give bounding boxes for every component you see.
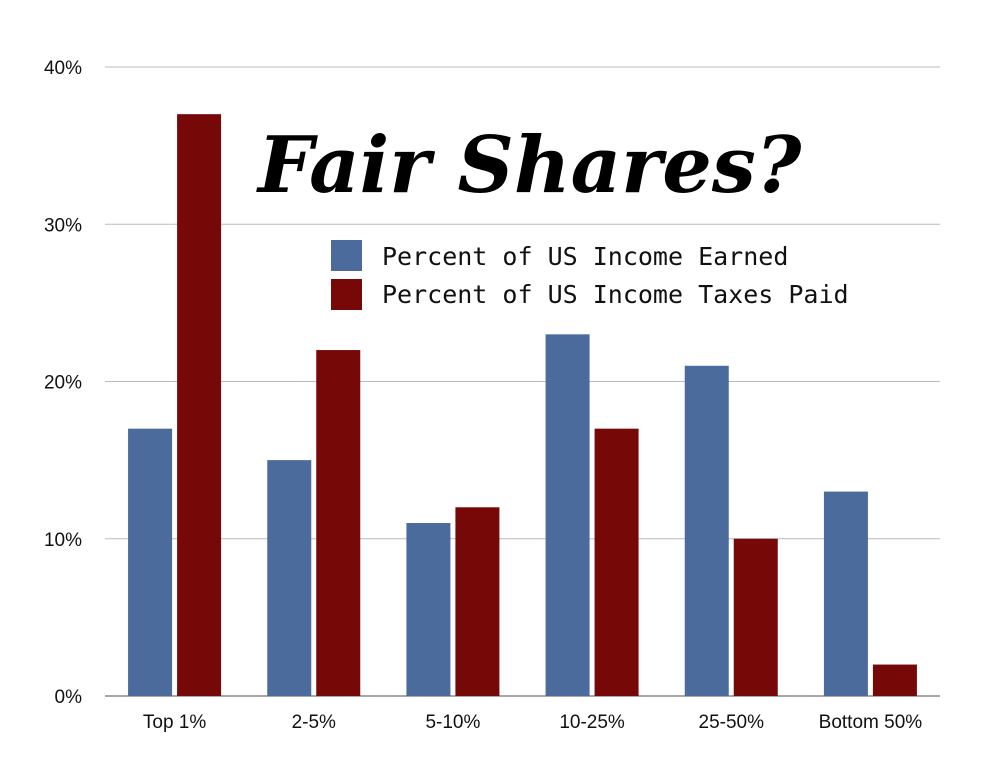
bar-taxes: [594, 428, 639, 696]
legend-swatch-taxes: [331, 279, 362, 310]
x-tick-label: Top 1%: [143, 712, 206, 733]
bar-taxes: [872, 664, 917, 696]
legend-label-taxes: Percent of US Income Taxes Paid: [382, 280, 849, 309]
x-tick-label: 25-50%: [699, 712, 765, 733]
y-tick-label: 0%: [55, 687, 83, 708]
y-tick-label: 20%: [44, 373, 82, 394]
bar-taxes: [177, 114, 222, 697]
y-axis-ticks: 0% 10% 20% 30% 40%: [44, 58, 82, 708]
y-tick-label: 10%: [44, 530, 82, 551]
y-tick-label: 40%: [44, 58, 82, 79]
bar-taxes: [455, 507, 500, 696]
y-tick-label: 30%: [44, 215, 82, 236]
bar-earned: [823, 491, 868, 696]
bar-taxes: [316, 350, 361, 696]
bar-earned: [267, 460, 312, 696]
bar-earned: [684, 365, 729, 696]
x-tick-label: 5-10%: [425, 712, 480, 733]
x-axis-ticks: Top 1% 2-5% 5-10% 10-25% 25-50% Bottom 50%: [143, 712, 922, 733]
bar-earned: [406, 523, 451, 696]
x-tick-label: Bottom 50%: [819, 712, 923, 733]
bar-earned: [128, 428, 173, 696]
legend-label-earned: Percent of US Income Earned: [382, 242, 788, 271]
bar-earned: [545, 334, 590, 696]
legend-swatch-earned: [331, 240, 362, 271]
x-tick-label: 2-5%: [292, 712, 336, 733]
bars: [128, 114, 917, 697]
bar-taxes: [733, 538, 778, 696]
gridlines: [105, 66, 940, 697]
x-tick-label: 10-25%: [559, 712, 625, 733]
legend: Percent of US Income Earned Percent of U…: [331, 240, 849, 310]
chart-title: Fair Shares?: [256, 120, 803, 211]
